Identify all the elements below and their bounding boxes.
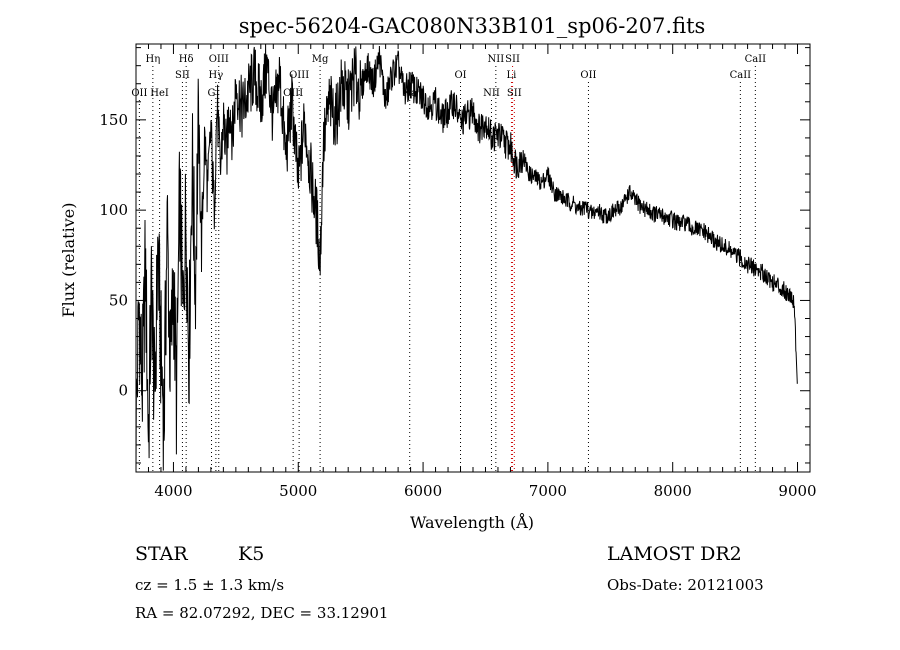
redshift-readout: cz = 1.5 ± 1.3 km/s [135, 576, 285, 594]
x-tick-label: 4000 [154, 482, 192, 500]
line-marker-label: G [208, 88, 216, 99]
y-tick-label: 150 [99, 111, 128, 129]
observation-date: Obs-Date: 20121003 [607, 576, 764, 594]
x-tick-label: 5000 [279, 482, 317, 500]
line-marker-label: Hδ [179, 54, 194, 65]
line-marker-label: OI [454, 70, 466, 81]
survey-name: LAMOST DR2 [607, 543, 742, 565]
line-marker-label: Mg [312, 54, 329, 65]
line-marker-label: HeI [150, 88, 169, 99]
y-tick-label: 50 [109, 291, 128, 309]
line-marker-label: NII [488, 54, 505, 65]
sky-coordinates: RA = 82.07292, DEC = 33.12901 [135, 604, 389, 622]
line-marker-label: OIII [289, 70, 309, 81]
line-marker-label: CaII [730, 70, 752, 81]
chart-title: spec-56204-GAC080N33B101_sp06-207.fits [239, 14, 706, 38]
line-marker-label: Hγ [209, 70, 224, 81]
x-tick-label: 8000 [654, 482, 692, 500]
spectrum-line [135, 43, 798, 471]
x-axis-title: Wavelength (Å) [410, 512, 534, 532]
line-marker-label: Hη [145, 54, 160, 65]
line-marker-label: NII [483, 88, 500, 99]
axis-ticks: 4000 5000 6000 7000 8000 9000 0 50 100 150 [99, 44, 817, 500]
line-marker-label: OIII [209, 54, 229, 65]
y-tick-label: 0 [118, 382, 128, 400]
line-marker-label: OII [580, 70, 596, 81]
x-tick-label: 9000 [778, 482, 816, 500]
object-class: STAR [135, 543, 188, 565]
line-marker-label: OII [131, 88, 147, 99]
line-marker-label: CaII [745, 54, 767, 65]
y-axis-title: Flux (relative) [59, 203, 78, 318]
line-marker-label: SII [175, 70, 190, 81]
line-marker-label: SII [507, 88, 522, 99]
y-tick-label: 100 [99, 201, 128, 219]
line-marker-label: SII [505, 54, 520, 65]
x-tick-label: 6000 [404, 482, 442, 500]
object-subclass: K5 [238, 543, 265, 565]
line-marker-label: OIII [283, 88, 303, 99]
line-marker-label: Li [507, 70, 517, 81]
x-tick-label: 7000 [529, 482, 567, 500]
